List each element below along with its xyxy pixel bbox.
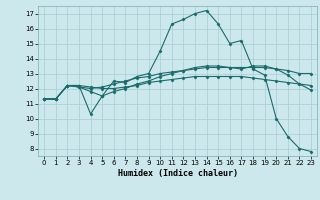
X-axis label: Humidex (Indice chaleur): Humidex (Indice chaleur) xyxy=(118,169,238,178)
